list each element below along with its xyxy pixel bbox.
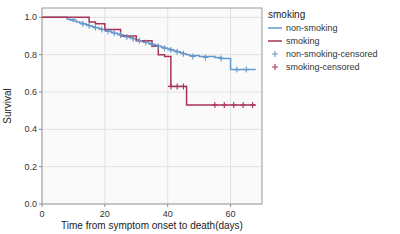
- survival-curve: [42, 17, 256, 105]
- legend-item: smoking-censored: [272, 62, 360, 72]
- legend-label: smoking: [286, 36, 320, 46]
- legend-label: non-smoking: [286, 23, 338, 33]
- censor-mark: [180, 83, 186, 89]
- chart: 0 20 40 60 0.0 0.2 0.4 0.6 0.8 1.0 Time from sympt…: [0, 0, 400, 234]
- y-tick-label: 0.8: [24, 50, 37, 60]
- plot-area: [42, 8, 262, 204]
- censor-mark: [130, 36, 136, 42]
- censor-mark: [105, 28, 111, 34]
- censor-mark: [111, 30, 117, 36]
- x-tick-label: 40: [163, 209, 173, 219]
- censor-mark: [80, 21, 86, 27]
- x-tick-label: 60: [226, 209, 236, 219]
- y-tick-label: 0.6: [24, 87, 37, 97]
- legend-title: smoking: [268, 9, 305, 20]
- y-axis-label: Survival: [2, 88, 13, 124]
- x-grid-line: [230, 8, 231, 204]
- censor-mark: [218, 55, 224, 61]
- legend-item: non-smoking-censored: [272, 49, 378, 59]
- legend-label: non-smoking-censored: [286, 49, 378, 59]
- y-grid-line: [42, 54, 262, 55]
- censor-mark: [174, 83, 180, 89]
- y-tick-label: 1.0: [24, 12, 37, 22]
- censor-mark: [168, 47, 174, 53]
- legend-label: smoking-censored: [286, 62, 360, 72]
- censor-mark: [180, 51, 186, 57]
- x-grid-line: [104, 8, 105, 204]
- censor-mark: [92, 25, 98, 31]
- y-tick-label: 0.4: [24, 124, 37, 134]
- censor-mark: [202, 54, 208, 60]
- x-tick-label: 0: [39, 209, 44, 219]
- plot-frame: [42, 8, 262, 204]
- censor-mark: [118, 32, 124, 38]
- legend-swatch: [272, 64, 278, 70]
- legend: smoking non-smoking smoking non-smoking-cen…: [268, 9, 378, 72]
- censor-mark: [174, 49, 180, 55]
- data-layer: [42, 16, 256, 108]
- censor-mark: [99, 26, 105, 32]
- axes: 0 20 40 60 0.0 0.2 0.4 0.6 0.8 1.0: [24, 8, 262, 219]
- censor-mark: [221, 102, 227, 108]
- censor-mark: [234, 67, 240, 73]
- censor-mark: [143, 40, 149, 46]
- x-grid-line: [167, 8, 168, 204]
- legend-swatch: [268, 40, 282, 42]
- y-grid-line: [42, 166, 262, 167]
- censor-mark: [124, 34, 130, 40]
- censor-mark: [149, 41, 155, 47]
- censor-mark: [70, 16, 76, 22]
- censor-mark: [240, 102, 246, 108]
- legend-item: smoking: [268, 36, 320, 46]
- y-grid-line: [42, 129, 262, 130]
- legend-item: non-smoking: [268, 23, 338, 33]
- censor-mark: [190, 54, 196, 60]
- censor-mark: [243, 67, 249, 73]
- y-tick-label: 0.2: [24, 162, 37, 172]
- grid: [42, 8, 262, 204]
- censor-mark: [212, 102, 218, 108]
- legend-swatch: [272, 51, 278, 57]
- censor-mark: [155, 43, 161, 49]
- y-grid-line: [42, 92, 262, 93]
- legend-swatch: [268, 27, 282, 29]
- censor-mark: [231, 102, 237, 108]
- censor-mark: [136, 38, 142, 44]
- y-tick-label: 0.0: [24, 199, 37, 209]
- censor-mark: [162, 45, 168, 51]
- x-tick-label: 20: [100, 209, 110, 219]
- survival-curve: [42, 17, 256, 69]
- censor-mark: [86, 23, 92, 29]
- censor-mark: [168, 83, 174, 89]
- x-axis-label: Time from symptom onset to death(days): [61, 220, 243, 231]
- censor-mark: [250, 102, 256, 108]
